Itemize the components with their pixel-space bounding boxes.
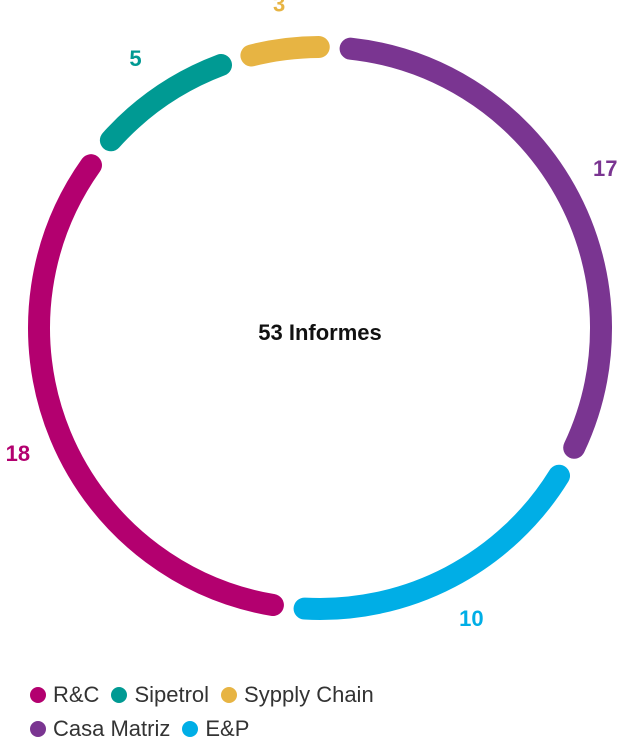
legend-row: R&C Sipetrol Sypply Chain [30, 678, 590, 712]
legend-label-supply-chain: Sypply Chain [244, 682, 374, 707]
value-label-r-c: 18 [6, 441, 30, 466]
legend-label-ep: E&P [205, 716, 250, 741]
arc-e-p [293, 464, 571, 620]
legend-swatch-casa-matriz [30, 721, 46, 737]
value-label-sipetrol: 5 [129, 46, 141, 71]
legend-row: Casa Matriz E&P [30, 712, 590, 746]
legend-label-casa-matriz: Casa Matriz [53, 716, 171, 741]
legend-swatch-rc [30, 687, 46, 703]
arc-casa-matriz [339, 37, 612, 459]
legend-swatch-sipetrol [111, 687, 128, 703]
legend-item-ep: E&P [182, 716, 249, 742]
arc-r-c [28, 154, 284, 617]
chart-legend: R&C Sipetrol Sypply Chain Casa Matriz E&… [30, 678, 590, 746]
legend-item-supply-chain: Sypply Chain [221, 682, 374, 708]
donut-chart: 17 10 18 5 3 53 Informes [6, 0, 618, 631]
legend-item-rc: R&C [30, 682, 99, 708]
value-label-e-p: 10 [459, 606, 483, 631]
chart-value-labels: 17 10 18 5 3 [6, 0, 618, 631]
chart-center-label: 53 Informes [258, 320, 382, 345]
legend-label-rc: R&C [53, 682, 100, 707]
value-label-casa-matriz: 17 [593, 156, 617, 181]
legend-item-sipetrol: Sipetrol [111, 682, 209, 708]
legend-label-sipetrol: Sipetrol [134, 682, 210, 707]
arc-sipetrol [99, 54, 233, 152]
legend-swatch-ep [182, 721, 199, 737]
chart-arcs [28, 36, 612, 620]
value-label-sypply-chain: 3 [273, 0, 285, 17]
legend-swatch-supply-chain [221, 687, 238, 703]
arc-sypply-chain [240, 36, 330, 67]
legend-item-casa-matriz: Casa Matriz [30, 716, 170, 742]
